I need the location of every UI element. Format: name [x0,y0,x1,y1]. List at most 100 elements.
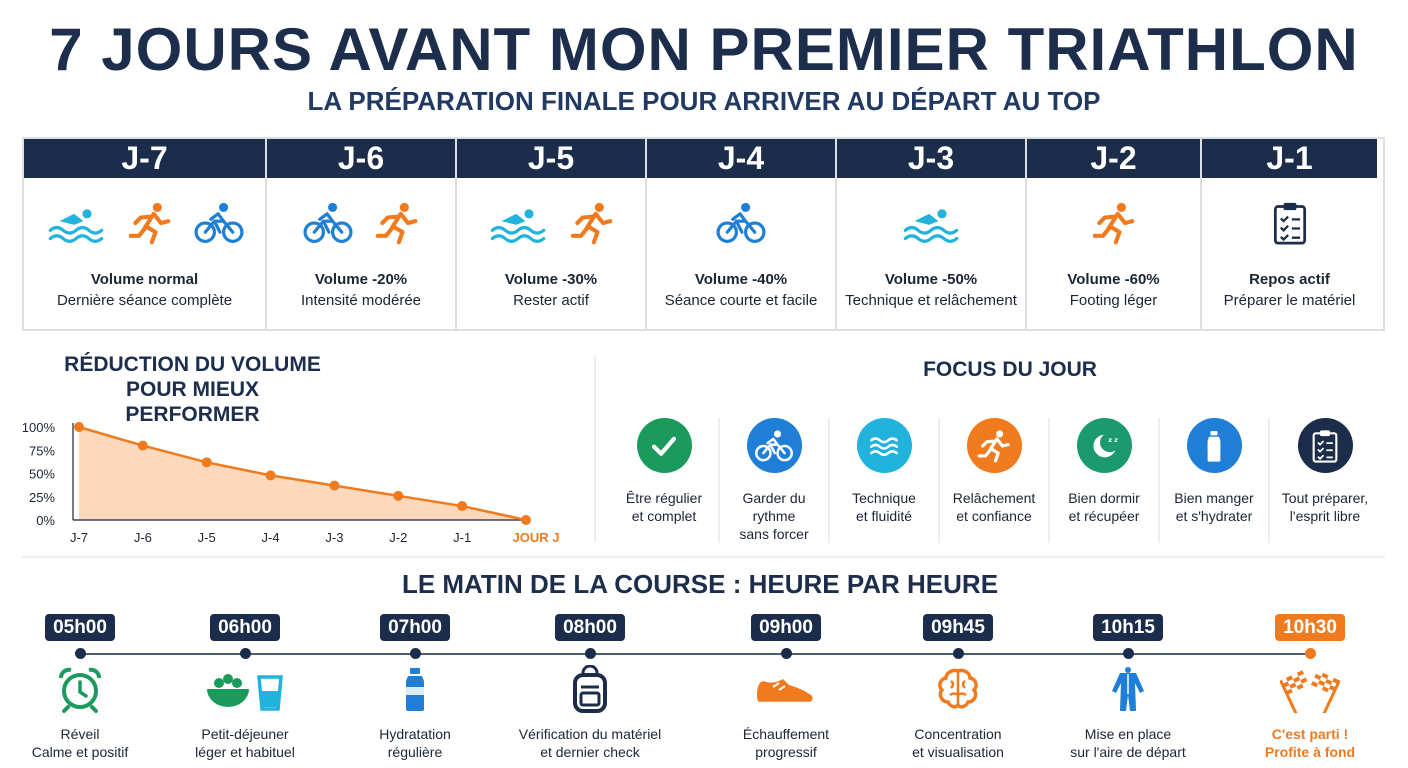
bottle-icon [391,661,439,717]
timeline-step: 09h45 Concentration et visualisation [868,614,1048,761]
focus-item: Relâchement et confiance [940,418,1050,543]
focus-label-line2: et récupéer [1068,508,1140,524]
timeline-label: Vérification du matériel [518,726,662,742]
timeline-sublabel: régulière [387,744,443,760]
day-title: Volume -30% [504,271,598,288]
bike-icon [193,201,244,245]
timeline-dot [409,648,421,659]
day-column: J-4 Volume -40% Séance courte et facile [647,139,837,329]
day-label: J-2 [1027,139,1200,178]
run-icon [966,418,1022,473]
day-icons [267,178,455,268]
day-description: Dernière séance complète [56,292,233,309]
day-column: J-1 Repos actif Préparer le matériel [1202,139,1377,329]
day-title: Volume -20% [314,271,408,288]
focus-label: Bien dormir et récupéer [1068,489,1140,525]
focus-item: Être régulier et complet [610,418,720,543]
focus-label-line1: Bien dormir [1068,490,1140,506]
section-divider [22,556,1385,558]
timeline-step: 05h00 Réveil Calme et positif [0,614,170,761]
x-tick-label: J-7 [70,530,88,545]
day-icons [647,178,835,268]
focus-label-line2: sans forcer [739,526,809,542]
timeline-line [80,653,1312,655]
swim-icon [488,201,548,245]
focus-label-line2: et fluidité [855,508,913,524]
timeline-step: 06h00 Petit-déjeuner léger et habituel [155,614,335,761]
timeline-dot [239,648,251,659]
day-description: Intensité modérée [300,292,422,309]
chart-title: RÉDUCTION DU VOLUME POUR MIEUX PERFORMER [60,352,325,427]
day-description: Technique et relâchement [845,292,1017,309]
day-label: J-3 [837,139,1025,178]
timeline-dot [1304,648,1316,659]
day-label: J-6 [267,139,455,178]
x-tick-label: J-6 [134,530,152,545]
day-title: Volume normal [90,271,199,288]
wetsuit-icon [1104,661,1152,717]
timeline-dot [952,648,964,659]
focus-item: Technique et fluidité [830,418,940,543]
section-divider [594,356,596,542]
y-tick-label: 50% [29,467,55,482]
day-description: Footing léger [1069,292,1158,309]
timeline-label: Concentration [914,726,1002,742]
day-icons [24,178,265,268]
chart-title-line1: RÉDUCTION DU VOLUME [64,353,321,376]
timeline-sublabel: léger et habituel [195,744,295,760]
y-tick-label: 100% [22,420,56,435]
swim-icon [46,201,106,245]
run-icon [1092,201,1136,245]
timeline-label: C'est parti ! [1271,726,1349,742]
data-point [393,490,404,501]
focus-item: Tout préparer, l'esprit libre [1270,418,1380,543]
focus-item: Garder du rythme sans forcer [720,418,830,543]
focus-label-line1: Relâchement [952,490,1036,506]
x-tick-label: J-5 [198,530,216,545]
timeline-dot [584,648,596,659]
focus-label: Garder du rythme sans forcer [720,489,828,543]
day-icons [837,178,1025,268]
days-table: J-7 Volume normal Dernière séance complète… [22,137,1385,331]
timeline-time: 09h45 [923,614,993,641]
data-point [329,480,340,491]
day-label: J-7 [24,139,265,178]
data-point [265,470,276,481]
focus-label: Être régulier et complet [626,489,702,525]
clipboard-icon [1297,418,1353,473]
timeline-sublabel: sur l'aire de départ [1070,744,1186,760]
day-description: Séance courte et facile [664,292,818,309]
chart-line [78,425,527,522]
focus-label: Tout préparer, l'esprit libre [1282,489,1368,525]
moon-icon: z z [1076,418,1132,473]
page-title: 7 JOURS AVANT MON PREMIER TRIATHLON [49,16,1359,83]
focus-item: Bien manger et s'hydrater [1160,418,1270,543]
clipboard-icon [1268,201,1312,245]
x-tick-label: J-1 [453,530,471,545]
day-icons [457,178,645,268]
run-icon [375,201,419,245]
data-point [137,440,148,451]
shoe-icon [753,661,819,717]
timeline-time: 05h00 [45,614,115,641]
timeline-step: 09h00 Échauffement progressif [696,614,876,761]
bike-icon [716,201,766,245]
x-tick-label: JOUR J [513,530,560,545]
checkered-flags-icon [1280,661,1340,717]
timeline-sublabel: et visualisation [912,744,1004,760]
focus-label-line2: l'esprit libre [1289,508,1361,524]
timeline-label: Petit-déjeuner [201,726,289,742]
chart-title-line2: POUR MIEUX PERFORMER [125,378,260,426]
run-icon [128,201,172,245]
timeline-sublabel: Calme et positif [31,744,129,760]
data-point [74,422,84,432]
day-title: Volume -50% [884,271,978,288]
timeline-step: 08h00 Vérification du matériel et dernier … [500,614,680,761]
bike-icon [746,418,802,473]
y-tick-label: 75% [29,443,55,458]
timeline-time: 10h15 [1093,614,1163,641]
timeline-dot [780,648,792,659]
y-tick-label: 0% [36,513,55,528]
bike-icon [303,201,353,245]
day-title: Repos actif [1249,271,1330,288]
